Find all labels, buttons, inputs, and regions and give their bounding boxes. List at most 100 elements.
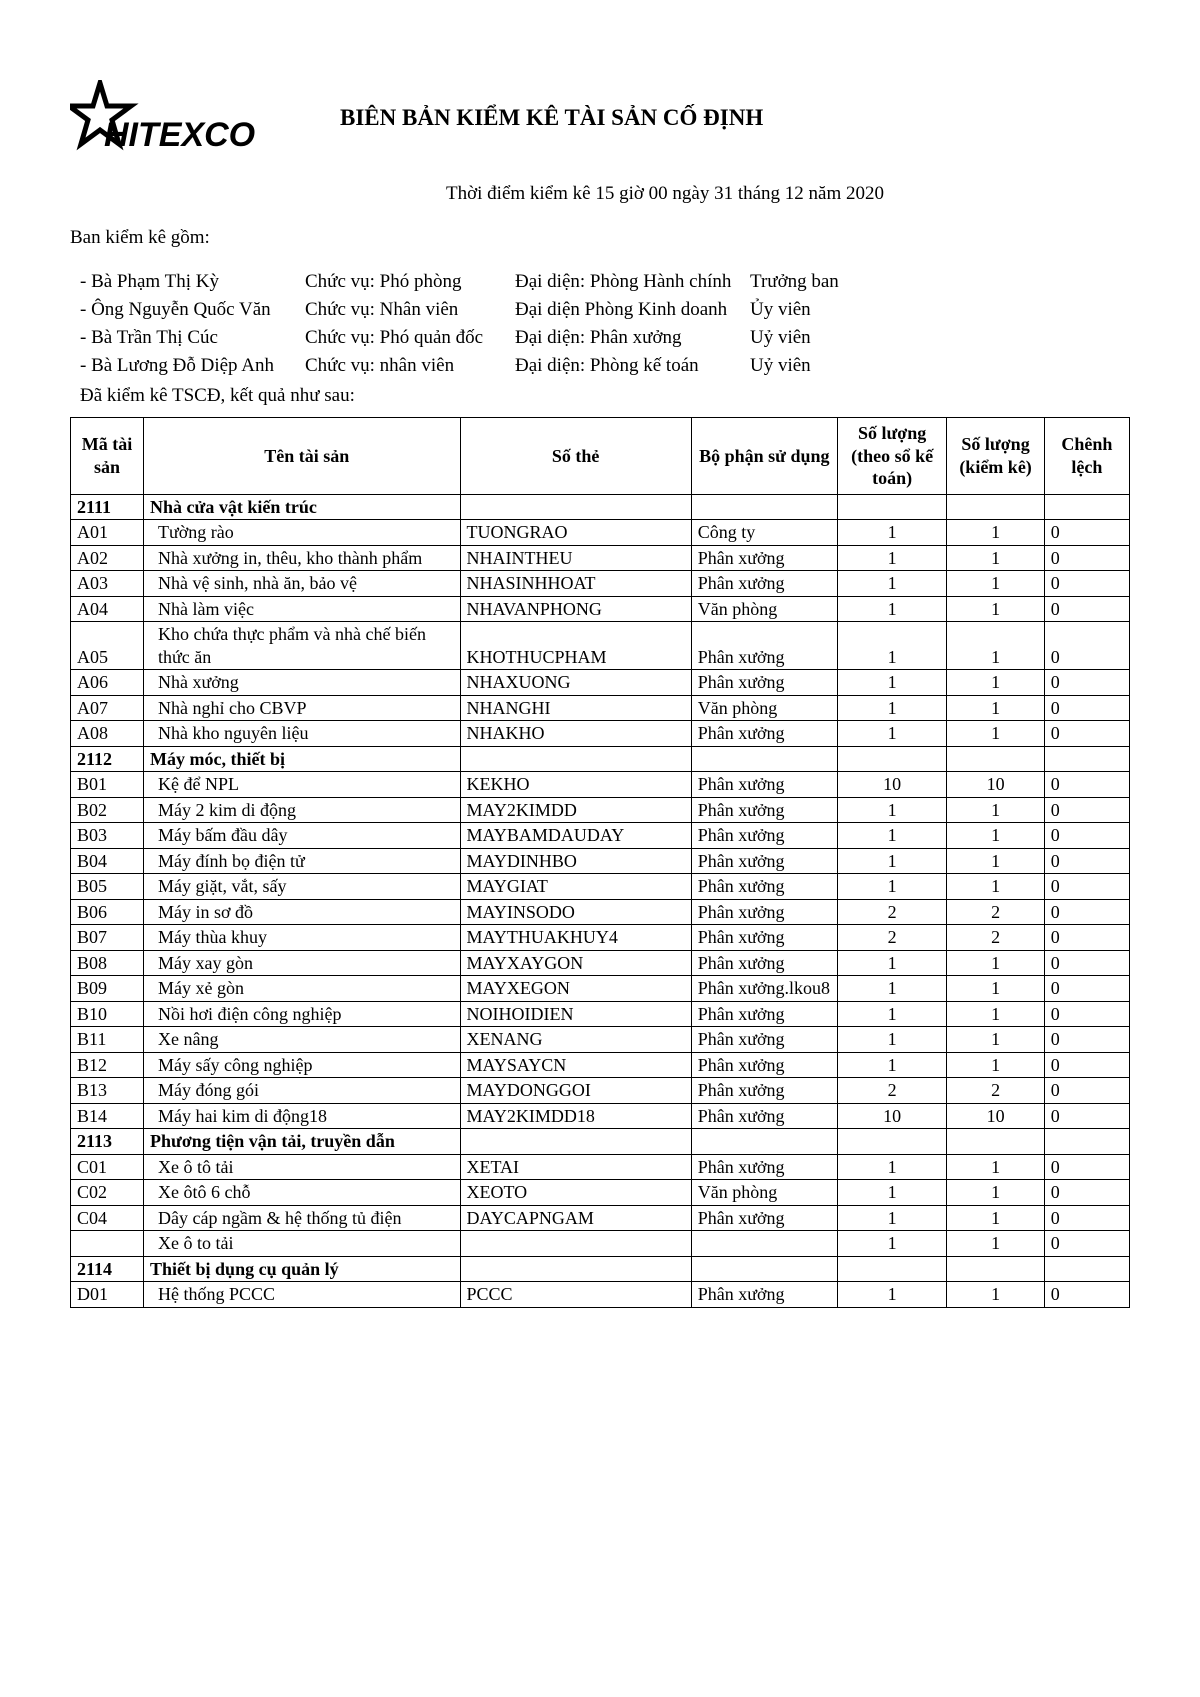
cell-col-ten: Nhà xưởng [144,670,460,696]
col-header-slkk: Số lượng (kiểm kê) [947,418,1044,495]
cell-col-bp: Phân xưởng [691,1052,837,1078]
cell-col-bp: Phân xưởng [691,1154,837,1180]
cell-col-slkk: 2 [947,1078,1044,1104]
cell-col-slkk: 1 [947,721,1044,747]
cell-col-slkk: 1 [947,670,1044,696]
committee-name: - Ông Nguyễn Quốc Văn [80,299,305,321]
cell-col-cl: 0 [1044,1205,1129,1231]
timestamp: Thời điểm kiểm kê 15 giờ 00 ngày 31 thán… [200,183,1130,205]
cell-col-the: KHOTHUCPHAM [460,622,691,670]
cell-col-ten: Máy móc, thiết bị [144,746,460,772]
cell-col-bp [691,1129,837,1155]
cell-col-ma: 2112 [71,746,144,772]
cell-col-cl: 0 [1044,1231,1129,1257]
cell-col-cl: 0 [1044,1282,1129,1308]
cell-col-the: NHANGHI [460,695,691,721]
cell-col-the: XETAI [460,1154,691,1180]
cell-col-ma: 2111 [71,494,144,520]
cell-col-slkt: 1 [837,1282,947,1308]
table-row: Xe ô to tải110 [71,1231,1130,1257]
table-row: B08Máy xay gònMAYXAYGONPhân xưởng110 [71,950,1130,976]
committee-list: - Bà Phạm Thị KỳChức vụ: Phó phòngĐại di… [70,271,1130,377]
cell-col-cl: 0 [1044,545,1129,571]
table-row: A01Tường ràoTUONGRAOCông ty110 [71,520,1130,546]
cell-col-bp: Phân xưởng [691,571,837,597]
cell-col-ma: B03 [71,823,144,849]
cell-col-slkk: 1 [947,622,1044,670]
cell-col-slkt: 1 [837,1231,947,1257]
cell-col-ma: A05 [71,622,144,670]
cell-col-slkt: 10 [837,772,947,798]
cell-col-the: TUONGRAO [460,520,691,546]
cell-col-bp: Phân xưởng [691,1103,837,1129]
cell-col-cl: 0 [1044,571,1129,597]
committee-rep: Đại diện: Phòng Hành chính [515,271,750,293]
cell-col-the: PCCC [460,1282,691,1308]
cell-col-the: NHASINHHOAT [460,571,691,597]
table-row: B03Máy bấm đầu dâyMAYBAMDAUDAYPhân xưởng… [71,823,1130,849]
logo: HITEXCO [70,80,280,165]
cell-col-slkk: 1 [947,1180,1044,1206]
cell-col-slkt: 1 [837,721,947,747]
cell-col-slkk: 1 [947,695,1044,721]
cell-col-ma: B12 [71,1052,144,1078]
cell-col-the: NHAKHO [460,721,691,747]
cell-col-ten: Nhà vệ sinh, nhà ăn, bảo vệ [144,571,460,597]
cell-col-slkt: 1 [837,797,947,823]
cell-col-ten: Xe ô tô tải [144,1154,460,1180]
cell-col-slkk: 1 [947,1001,1044,1027]
cell-col-slkk: 10 [947,1103,1044,1129]
table-row: B04Máy đính bọ điện tửMAYDINHBOPhân xưởn… [71,848,1130,874]
cell-col-ma: B04 [71,848,144,874]
cell-col-slkk [947,1256,1044,1282]
cell-col-cl: 0 [1044,1103,1129,1129]
table-row: B07Máy thùa khuyMAYTHUAKHUY4Phân xưởng22… [71,925,1130,951]
cell-col-ten: Máy xay gòn [144,950,460,976]
cell-col-slkk: 1 [947,1231,1044,1257]
cell-col-the: DAYCAPNGAM [460,1205,691,1231]
cell-col-cl: 0 [1044,848,1129,874]
cell-col-bp: Văn phòng [691,695,837,721]
table-row: C02Xe ôtô 6 chỗXEOTOVăn phòng110 [71,1180,1130,1206]
cell-col-the [460,746,691,772]
committee-pos: Chức vụ: Nhân viên [305,299,515,321]
cell-col-cl: 0 [1044,596,1129,622]
col-header-slkt: Số lượng (theo sổ kế toán) [837,418,947,495]
cell-col-ten: Máy sấy công nghiệp [144,1052,460,1078]
cell-col-slkt: 1 [837,520,947,546]
table-row: B05Máy giặt, vắt, sấyMAYGIATPhân xưởng11… [71,874,1130,900]
cell-col-cl: 0 [1044,1180,1129,1206]
cell-col-the [460,494,691,520]
cell-col-ten: Kho chứa thực phẩm và nhà chế biến thức … [144,622,460,670]
cell-col-slkk: 1 [947,596,1044,622]
cell-col-slkt [837,1129,947,1155]
cell-col-ma [71,1231,144,1257]
cell-col-slkt: 1 [837,1154,947,1180]
cell-col-cl: 0 [1044,1154,1129,1180]
cell-col-slkk: 2 [947,925,1044,951]
committee-rep: Đại diện: Phân xưởng [515,327,750,349]
cell-col-bp: Phân xưởng [691,670,837,696]
cell-col-cl: 0 [1044,925,1129,951]
committee-pos: Chức vụ: Phó phòng [305,271,515,293]
cell-col-bp: Phân xưởng.lkou8 [691,976,837,1002]
cell-col-the: NHAINTHEU [460,545,691,571]
cell-col-ten: Xe ôtô 6 chỗ [144,1180,460,1206]
cell-col-bp: Phân xưởng [691,1027,837,1053]
cell-col-ten: Dây cáp ngầm & hệ thống tủ điện [144,1205,460,1231]
table-header-row: Mã tài sản Tên tài sản Số thẻ Bộ phận sử… [71,418,1130,495]
table-row: D01Hệ thống PCCCPCCCPhân xưởng110 [71,1282,1130,1308]
cell-col-slkt: 1 [837,695,947,721]
table-row: A07Nhà nghỉ cho CBVPNHANGHIVăn phòng110 [71,695,1130,721]
cell-col-ten: Máy bấm đầu dây [144,823,460,849]
cell-col-slkk: 1 [947,1282,1044,1308]
table-row: B06Máy in sơ đồMAYINSODOPhân xưởng220 [71,899,1130,925]
asset-table: Mã tài sản Tên tài sản Số thẻ Bộ phận sử… [70,417,1130,1308]
cell-col-ma: B06 [71,899,144,925]
cell-col-slkk [947,1129,1044,1155]
cell-col-ma: C04 [71,1205,144,1231]
cell-col-slkt: 1 [837,1052,947,1078]
cell-col-slkt [837,746,947,772]
cell-col-slkk [947,746,1044,772]
cell-col-ma: B02 [71,797,144,823]
